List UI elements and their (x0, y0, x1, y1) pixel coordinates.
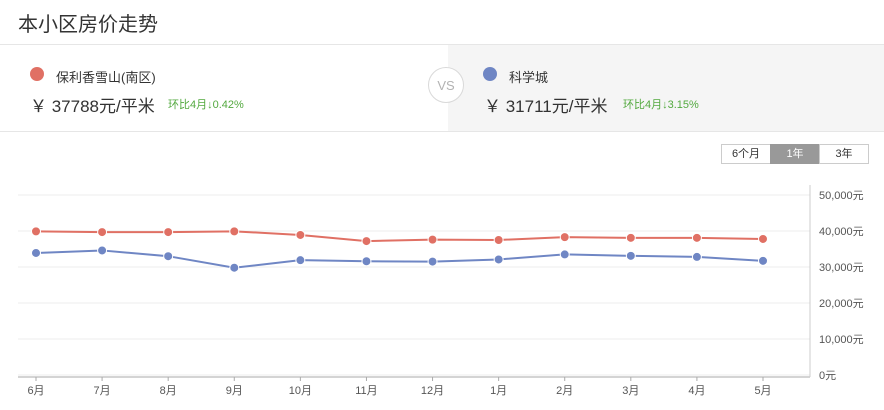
x-tick-label: 7月 (94, 385, 111, 397)
data-point-series2 (691, 251, 702, 262)
data-point-series1 (31, 226, 41, 237)
price-trend-chart: 50,000元 40,000元 30,000元 20,000元 10,000元 0元 6月 7… (18, 185, 864, 397)
series1-legend-dot (30, 67, 44, 81)
data-point-series1 (163, 227, 174, 238)
data-point-series1 (229, 226, 240, 237)
x-tick-label: 1月 (490, 385, 507, 397)
data-point-series2 (559, 249, 570, 260)
data-point-series2 (229, 262, 240, 273)
range-1-year-button[interactable]: 1年 (770, 144, 820, 164)
data-point-series2 (31, 247, 41, 258)
x-tick-label: 10月 (289, 385, 312, 397)
comparison-left-panel: 保利香雪山(南区) ￥ 37788元/平米 环比4月↓0.42% (0, 45, 448, 131)
y-tick-label: 40,000元 (819, 226, 864, 238)
left-month-change: 环比4月↓0.42% (168, 99, 244, 111)
right-area-name: 科学城 (509, 70, 549, 85)
vs-badge: VS (428, 67, 464, 103)
data-point-series1 (97, 227, 108, 238)
series-line-2 (35, 249, 764, 269)
data-point-series2 (427, 256, 438, 267)
page-title: 本小区房价走势 (18, 14, 158, 36)
y-tick-label: 10,000元 (819, 334, 864, 346)
comparison-right-panel: 科学城 ￥ 31711元/平米 环比4月↓3.15% (448, 45, 884, 131)
y-tick-label: 20,000元 (819, 298, 864, 310)
y-tick-label: 50,000元 (819, 190, 864, 202)
x-tick-label: 2月 (556, 385, 573, 397)
x-tick-label: 5月 (754, 385, 771, 397)
data-point-series2 (625, 250, 636, 261)
right-month-change: 环比4月↓3.15% (623, 99, 699, 111)
data-point-series1 (559, 232, 570, 243)
data-point-series2 (163, 251, 174, 262)
series2-legend-dot (483, 67, 497, 81)
data-point-series2 (493, 254, 504, 265)
x-tick-label: 4月 (688, 385, 705, 397)
data-point-series2 (758, 255, 768, 266)
left-community-name: 保利香雪山(南区) (56, 70, 156, 85)
right-price: ￥ 31711元/平米 (484, 97, 608, 116)
series-line-1 (35, 230, 764, 243)
data-point-series2 (361, 256, 372, 267)
data-point-series1 (691, 232, 702, 243)
range-3-years-button[interactable]: 3年 (819, 144, 869, 164)
x-tick-label: 8月 (160, 385, 177, 397)
x-tick-label: 12月 (421, 385, 444, 397)
x-tick-label: 11月 (355, 385, 377, 397)
time-range-selector: 6个月 1年 3年 (721, 144, 869, 164)
data-point-series2 (295, 255, 306, 266)
range-6-months-button[interactable]: 6个月 (721, 144, 771, 164)
data-point-series1 (295, 229, 306, 240)
data-point-series1 (493, 235, 504, 245)
data-point-series2 (97, 245, 108, 256)
data-point-series1 (625, 232, 636, 243)
x-tick-label: 9月 (226, 385, 243, 397)
price-comparison: 保利香雪山(南区) ￥ 37788元/平米 环比4月↓0.42% 科学城 ￥ 3… (0, 44, 884, 132)
x-tick-label: 3月 (622, 385, 639, 397)
y-tick-label: 30,000元 (819, 262, 864, 274)
left-price: ￥ 37788元/平米 (30, 97, 155, 116)
data-point-series1 (361, 236, 372, 247)
data-point-series1 (758, 233, 768, 244)
data-point-series1 (427, 234, 438, 245)
x-tick-label: 6月 (27, 385, 44, 397)
y-tick-label: 0元 (819, 370, 836, 382)
